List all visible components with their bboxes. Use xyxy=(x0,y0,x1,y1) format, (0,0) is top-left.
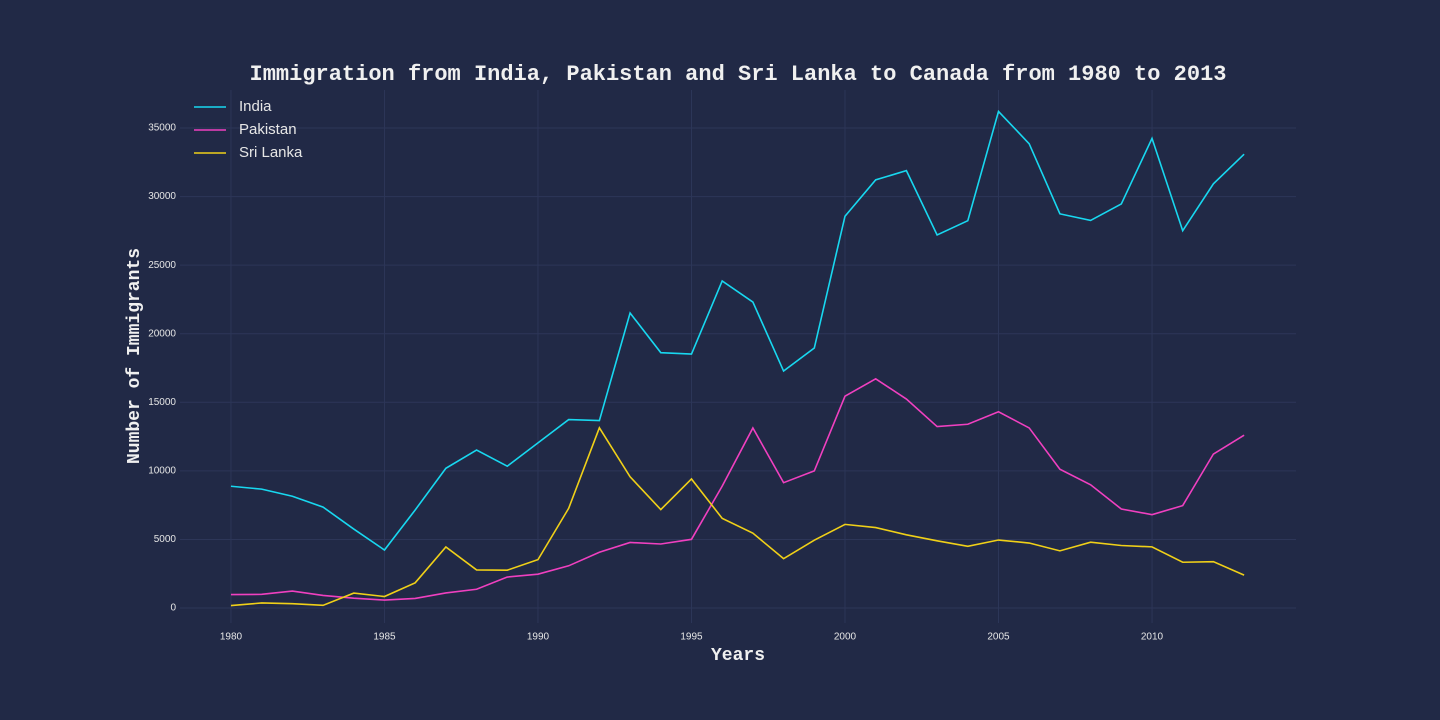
y-tick-label: 35000 xyxy=(148,123,176,134)
y-tick-label: 15000 xyxy=(148,397,176,408)
legend-label: India xyxy=(239,98,272,115)
x-tick-label: 1995 xyxy=(680,632,703,643)
chart-title: Immigration from India, Pakistan and Sri… xyxy=(250,62,1227,87)
y-tick-label: 5000 xyxy=(154,534,177,545)
y-tick-label: 30000 xyxy=(148,191,176,202)
x-tick-label: 1980 xyxy=(220,632,243,643)
data-line xyxy=(230,377,1245,601)
x-tick-label: 2010 xyxy=(1141,632,1164,643)
data-line xyxy=(230,109,1245,552)
y-tick-label: 10000 xyxy=(148,466,176,477)
y-axis-label: Number of Immigrants xyxy=(125,248,145,464)
x-tick-label: 1990 xyxy=(527,632,550,643)
x-tick-label: 1985 xyxy=(373,632,396,643)
data-line xyxy=(230,426,1245,607)
y-tick-label: 25000 xyxy=(148,260,176,271)
x-tick-label: 2005 xyxy=(987,632,1010,643)
x-tick-label: 2000 xyxy=(834,632,857,643)
y-tick-label: 20000 xyxy=(148,328,176,339)
y-tick-label: 0 xyxy=(170,603,176,614)
legend-label: Pakistan xyxy=(239,121,297,138)
x-axis-label: Years xyxy=(711,646,765,666)
legend-label: Sri Lanka xyxy=(239,144,303,161)
